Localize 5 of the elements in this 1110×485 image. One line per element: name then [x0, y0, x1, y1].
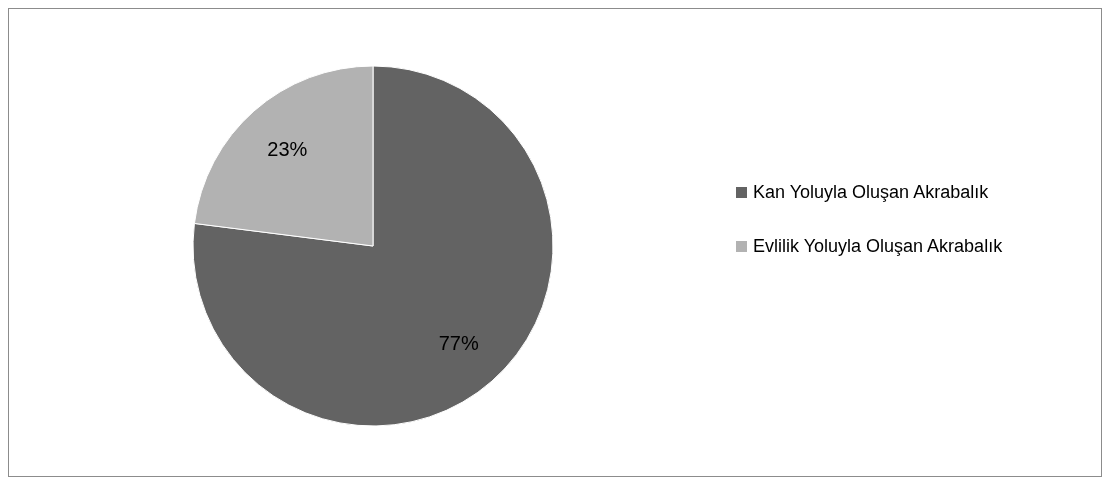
- pie-slice: [192, 65, 554, 427]
- data-label: 77%: [438, 332, 479, 355]
- legend-label: Evlilik Yoluyla Oluşan Akrabalık: [753, 235, 1004, 258]
- data-label: 23%: [267, 137, 308, 160]
- legend-label: Kan Yoluyla Oluşan Akrabalık: [753, 181, 990, 204]
